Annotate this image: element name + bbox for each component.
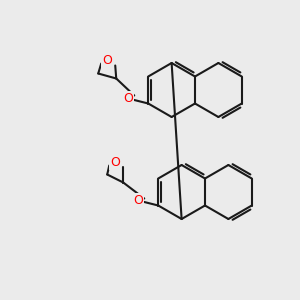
Text: O: O [110,156,120,169]
Text: O: O [133,194,143,207]
Text: O: O [102,54,112,67]
Text: O: O [123,92,133,105]
